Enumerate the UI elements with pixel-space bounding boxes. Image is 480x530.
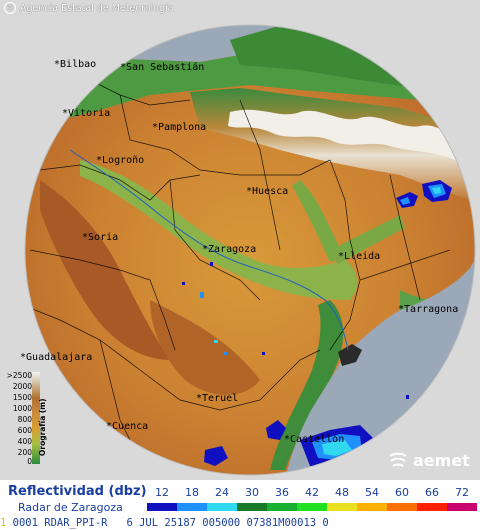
city-marker: * <box>20 352 27 363</box>
scale-value: 12 <box>155 486 169 499</box>
city-label-zaragoza: *Zaragoza <box>202 244 257 255</box>
city-marker: * <box>96 155 103 166</box>
orography-tick: 2000 <box>12 382 32 391</box>
city-marker: * <box>338 251 345 262</box>
city-label-teruel: *Teruel <box>196 393 239 404</box>
scale-swatch <box>147 503 177 511</box>
scale-swatch <box>207 503 237 511</box>
scale-swatch <box>267 503 297 511</box>
city-marker: * <box>82 232 89 243</box>
status-text: 0001 RDAR_PPI-R 6 JUL 25187 005000 07381… <box>12 517 329 529</box>
scale-value: 24 <box>215 486 229 499</box>
city-marker: * <box>120 62 127 73</box>
city-marker: * <box>152 122 159 133</box>
orography-tick: >2500 <box>6 371 32 380</box>
ebro-valley <box>80 160 357 300</box>
credit-line: © Agencia Estatal de Meteorología <box>4 2 174 14</box>
scale-swatch <box>237 503 267 511</box>
orography-tick: 0 <box>27 457 32 466</box>
city-label-logrono: *Logroño <box>96 155 145 166</box>
orography-tick: 600 <box>17 426 32 435</box>
orography-legend: >2500 2000 1500 1000 800 600 400 200 0 O… <box>4 371 52 466</box>
city-label-tarragona: *Tarragona <box>398 304 459 315</box>
scale-swatch <box>327 503 357 511</box>
scale-value: 48 <box>335 486 349 499</box>
scale-swatch <box>387 503 417 511</box>
ebro-river <box>69 149 349 351</box>
admin-boundaries <box>25 29 451 461</box>
city-marker: * <box>62 108 69 119</box>
city-label-lleida: *Lleida <box>338 251 381 262</box>
orography-tick: 200 <box>17 448 32 457</box>
aemet-wordmark: aemet <box>413 451 470 470</box>
scale-value: 60 <box>395 486 409 499</box>
scale-value: 42 <box>305 486 319 499</box>
city-marker: * <box>398 304 405 315</box>
scale-value: 30 <box>245 486 259 499</box>
orography-tick: 1000 <box>12 404 32 413</box>
orography-tick: 400 <box>17 437 32 446</box>
scale-value: 72 <box>455 486 469 499</box>
reflectivity-legend-panel: Reflectividad (dbz) Radar de Zaragoza 12… <box>0 480 480 530</box>
orography-tick: 800 <box>17 415 32 424</box>
city-label-cuenca: *Cuenca <box>106 421 149 432</box>
city-marker: * <box>202 244 209 255</box>
credit-text: Agencia Estatal de Meteorología <box>20 2 174 14</box>
scale-swatch <box>177 503 207 511</box>
aemet-logo: aemet <box>388 451 470 470</box>
status-lead: 1 <box>0 517 7 529</box>
ebro-delta <box>338 344 362 366</box>
orography-title: Orografía (m) <box>38 398 47 456</box>
city-label-bilbao: *Bilbao <box>54 59 97 70</box>
scale-swatch <box>417 503 447 511</box>
city-label-pamplona: *Pamplona <box>152 122 207 133</box>
city-marker: * <box>246 186 253 197</box>
aemet-swirl-icon <box>389 452 407 467</box>
iberian-system <box>40 180 170 360</box>
scale-swatch <box>297 503 327 511</box>
city-label-vitoria: *Vitoria <box>62 108 111 119</box>
city-label-castellon: *Castellón <box>284 434 345 445</box>
scale-swatch <box>357 503 387 511</box>
city-marker: * <box>284 434 291 445</box>
scale-value: 18 <box>185 486 199 499</box>
copyright-icon: © <box>4 2 16 14</box>
orography-tick: 1500 <box>12 393 32 402</box>
city-marker: * <box>106 421 113 432</box>
radar-name: Radar de Zaragoza <box>18 501 123 514</box>
city-label-san-sebastian: *San Sebastián <box>120 62 205 73</box>
reflectivity-title: Reflectividad (dbz) <box>8 484 147 499</box>
scale-swatch <box>447 503 477 511</box>
radar-map: © Agencia Estatal de Meteorología *Bilba… <box>0 0 480 480</box>
city-marker: * <box>196 393 203 404</box>
status-line: 1 0001 RDAR_PPI-R 6 JUL 25187 005000 073… <box>0 516 480 530</box>
city-label-guadalajara: *Guadalajara <box>20 352 93 363</box>
scale-value: 36 <box>275 486 289 499</box>
city-label-huesca: *Huesca <box>246 186 289 197</box>
scale-value: 54 <box>365 486 379 499</box>
scale-value: 66 <box>425 486 439 499</box>
orography-color-bar <box>32 372 40 464</box>
city-label-soria: *Soria <box>82 232 119 243</box>
terrain-layer <box>25 25 475 475</box>
city-marker: * <box>54 59 61 70</box>
